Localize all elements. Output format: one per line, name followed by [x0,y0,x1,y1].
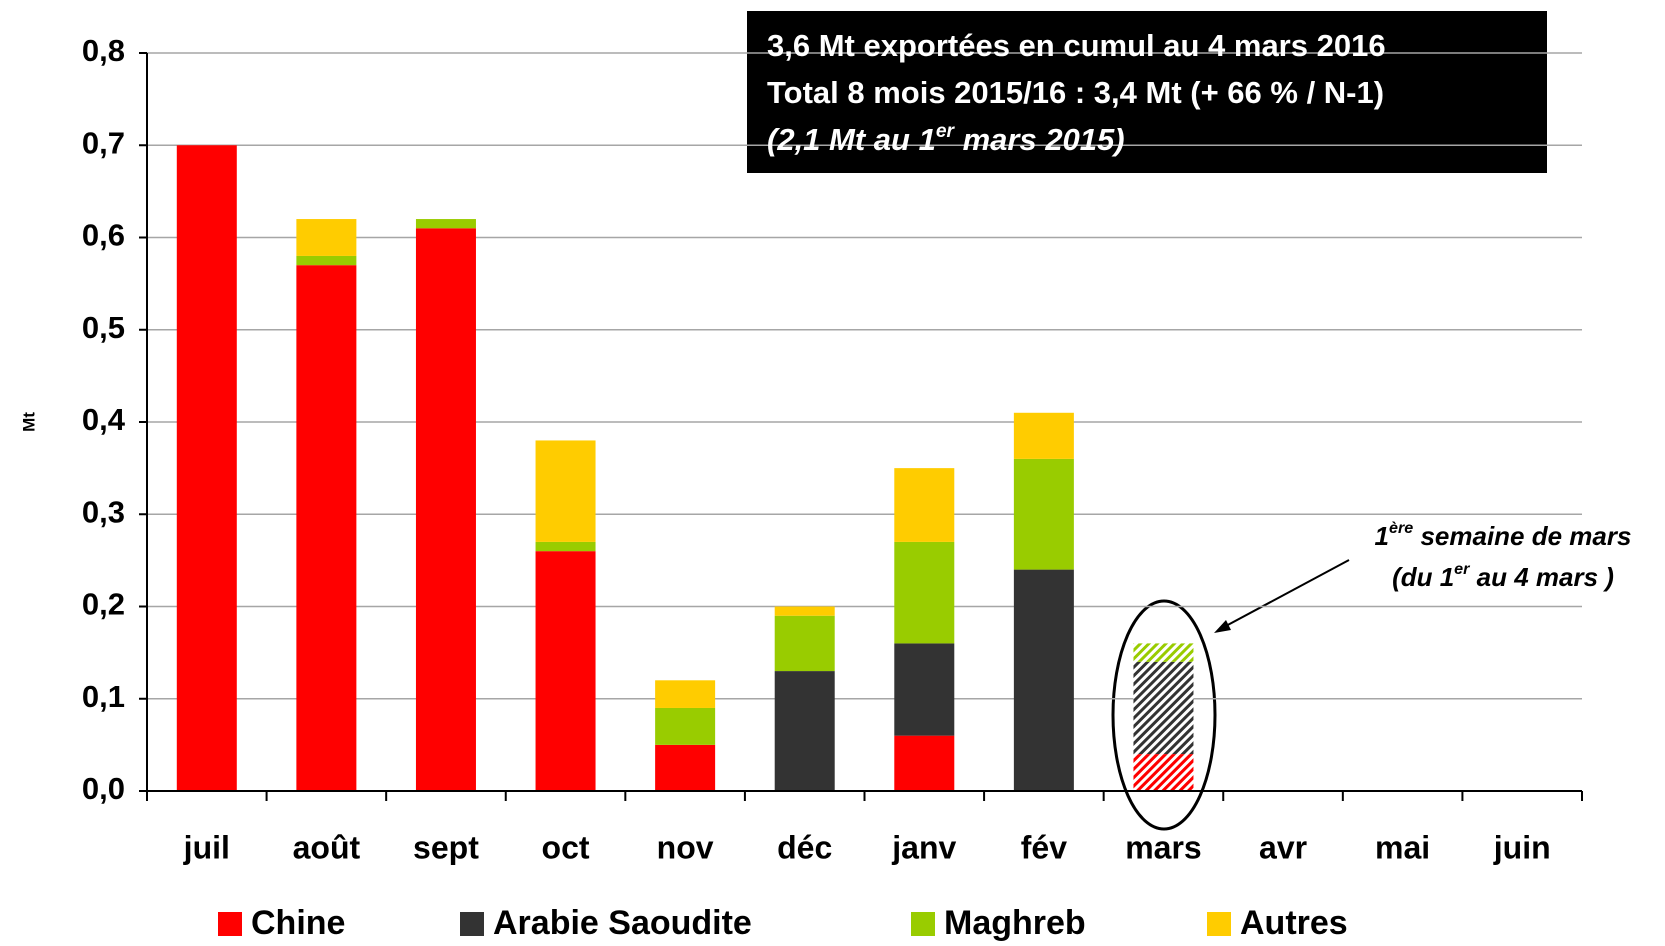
annotation-part: (2,1 Mt au 1 [767,122,936,157]
annotation-part: 1 [1375,521,1389,551]
annotation-part: mars 2015) [954,122,1125,157]
annotation-part: semaine de mars [1413,521,1631,551]
x-tick-label: mars [1125,829,1202,865]
x-tick-label: août [293,829,361,865]
annotation-part: Total 8 mois 2015/16 : 3,4 Mt (+ 66 % / … [767,75,1384,110]
legend-label: Chine [251,904,345,942]
legend-label: Maghreb [944,904,1086,942]
bar-segment [774,671,835,791]
annotation-part: (du 1 [1392,562,1454,592]
highlight-ellipse [1111,599,1217,831]
grid [147,52,1582,700]
y-tick-label: 0,4 [82,402,126,437]
legend-label: Arabie Saoudite [493,904,752,942]
annotation-text: 3,6 Mt exportées en cumul au 4 mars 2016 [767,28,1386,63]
y-tick-label: 0,3 [82,494,125,529]
bar-segment [774,606,835,616]
bar-segment [176,145,237,791]
bar-segment [415,228,476,791]
annotation-part: 3,6 Mt exportées en cumul au 4 mars 2016 [767,28,1386,63]
y-tick-label: 0,6 [82,218,125,253]
bar-segment [1013,569,1074,791]
x-tick-label: nov [657,829,714,865]
y-axis-label: Mt [19,412,38,432]
bar-segment [1013,458,1074,570]
bar-segment [1133,643,1194,662]
annotation-text: Total 8 mois 2015/16 : 3,4 Mt (+ 66 % / … [767,75,1384,110]
legend-swatch [1207,912,1231,936]
x-tick-label: sept [413,829,479,865]
x-tick-label: mai [1375,829,1430,865]
y-tick-label: 0,0 [82,771,125,806]
bar-segment [894,735,955,791]
y-tick-label: 0,8 [82,33,125,68]
x-tick-label: déc [777,829,832,865]
annotation-part: er [1454,560,1470,578]
bar-segment [296,219,357,256]
bar-segment [535,440,596,542]
bar-segment [415,219,476,229]
bar-segment [535,541,596,552]
bar-segment [655,744,716,791]
x-tick-label: fév [1021,829,1067,865]
legend-label: Autres [1240,904,1348,942]
x-tick-label: juil [183,829,230,865]
bar-segment [296,265,357,791]
bar-segment [655,680,716,708]
bar-segment [296,255,357,266]
legend-swatch [911,912,935,936]
bar-segment [1133,754,1194,791]
bar-segment [894,643,955,736]
arrow-head [1214,620,1231,633]
annotation-part: au 4 mars ) [1469,562,1614,592]
annotation-part: ère [1389,519,1413,537]
y-tick-label: 0,5 [82,310,125,345]
bar-segment [655,707,716,745]
annotation-text: 1ère semaine de mars [1375,519,1632,551]
y-tick-label: 0,7 [82,125,125,160]
annotation-part: er [936,121,956,142]
bar-segment [894,468,955,542]
x-tick-label: oct [542,829,590,865]
y-tick-label: 0,1 [82,679,125,714]
bar-segment [1013,412,1074,459]
bar-segment [774,615,835,672]
arrow [1223,559,1350,628]
x-tick-label: avr [1259,829,1307,865]
legend-swatch [218,912,242,936]
annotation-text: (2,1 Mt au 1er mars 2015) [767,121,1125,158]
x-tick-label: janv [891,829,956,865]
annotation-text: (du 1er au 4 mars ) [1392,560,1614,592]
y-tick-label: 0,2 [82,587,125,622]
bar-segment [535,551,596,791]
bar-segment [894,541,955,644]
bar-segment [1133,661,1194,755]
x-tick-label: juin [1493,829,1551,865]
legend-swatch [460,912,484,936]
